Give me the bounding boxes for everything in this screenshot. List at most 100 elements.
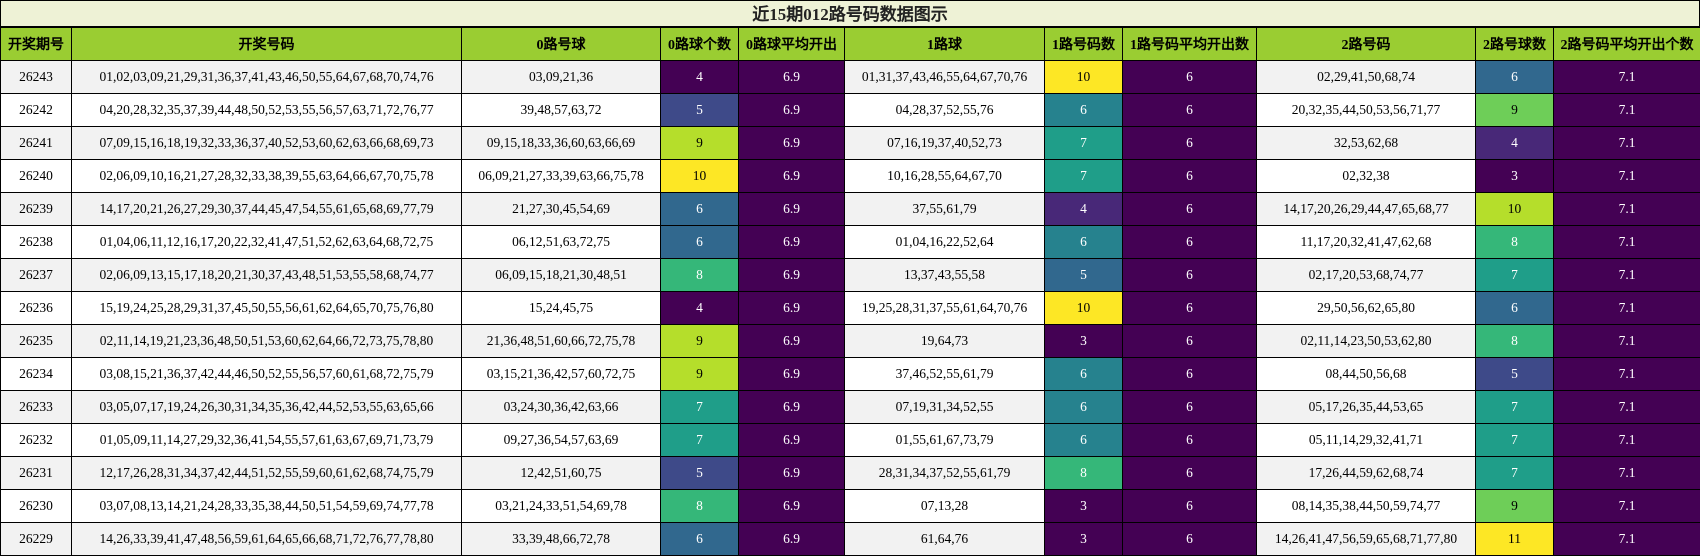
cell-route2-avg: 7.1 — [1553, 192, 1700, 226]
cell-route2-count: 7 — [1475, 258, 1554, 292]
cell-route1-avg: 6 — [1122, 258, 1257, 292]
cell-route0-balls: 03,21,24,33,51,54,69,78 — [461, 489, 661, 523]
cell-route2-count: 11 — [1475, 522, 1554, 556]
cell-route0-avg: 6.9 — [738, 258, 845, 292]
cell-route1-count: 4 — [1044, 192, 1123, 226]
cell-route1-count: 3 — [1044, 522, 1123, 556]
cell-numbers: 02,06,09,13,15,17,18,20,21,30,37,43,48,5… — [71, 258, 462, 292]
cell-route0-balls: 06,09,15,18,21,30,48,51 — [461, 258, 661, 292]
table-row: 26243 01,02,03,09,21,29,31,36,37,41,43,46… — [0, 60, 1700, 94]
cell-route2-avg: 7.1 — [1553, 93, 1700, 127]
cell-numbers: 01,02,03,09,21,29,31,36,37,41,43,46,50,5… — [71, 60, 462, 94]
cell-route1-count: 7 — [1044, 159, 1123, 193]
cell-route1-avg: 6 — [1122, 324, 1257, 358]
cell-route2-count: 8 — [1475, 225, 1554, 259]
chart-title: 近15期012路号码数据图示 — [0, 0, 1700, 27]
cell-issue: 26235 — [0, 324, 72, 358]
cell-route1-balls: 61,64,76 — [844, 522, 1045, 556]
cell-route2-avg: 7.1 — [1553, 291, 1700, 325]
col-header-route1-count: 1路号码数 — [1044, 27, 1123, 61]
cell-route0-avg: 6.9 — [738, 93, 845, 127]
cell-route0-count: 5 — [660, 456, 739, 490]
cell-route2-avg: 7.1 — [1553, 522, 1700, 556]
cell-numbers: 01,04,06,11,12,16,17,20,22,32,41,47,51,5… — [71, 225, 462, 259]
cell-route2-count: 9 — [1475, 93, 1554, 127]
cell-numbers: 15,19,24,25,28,29,31,37,45,50,55,56,61,6… — [71, 291, 462, 325]
cell-route1-avg: 6 — [1122, 192, 1257, 226]
col-header-route2-count: 2路号球数 — [1475, 27, 1554, 61]
cell-numbers: 01,05,09,11,14,27,29,32,36,41,54,55,57,6… — [71, 423, 462, 457]
cell-route0-count: 7 — [660, 390, 739, 424]
table-body: 26243 01,02,03,09,21,29,31,36,37,41,43,46… — [0, 60, 1700, 556]
cell-route0-count: 8 — [660, 258, 739, 292]
cell-numbers: 12,17,26,28,31,34,37,42,44,51,52,55,59,6… — [71, 456, 462, 490]
cell-route0-balls: 06,09,21,27,33,39,63,66,75,78 — [461, 159, 661, 193]
cell-route1-balls: 19,25,28,31,37,55,61,64,70,76 — [844, 291, 1045, 325]
cell-route1-avg: 6 — [1122, 390, 1257, 424]
table-row: 26238 01,04,06,11,12,16,17,20,22,32,41,47… — [0, 225, 1700, 259]
cell-route2-balls: 14,17,20,26,29,44,47,65,68,77 — [1256, 192, 1476, 226]
table-row: 26231 12,17,26,28,31,34,37,42,44,51,52,55… — [0, 456, 1700, 490]
cell-route2-count: 3 — [1475, 159, 1554, 193]
cell-route2-balls: 02,29,41,50,68,74 — [1256, 60, 1476, 94]
cell-route1-count: 7 — [1044, 126, 1123, 160]
table-row: 26229 14,26,33,39,41,47,48,56,59,61,64,65… — [0, 522, 1700, 556]
cell-route1-balls: 19,64,73 — [844, 324, 1045, 358]
cell-route2-count: 6 — [1475, 60, 1554, 94]
cell-route2-count: 8 — [1475, 324, 1554, 358]
cell-issue: 26230 — [0, 489, 72, 523]
cell-route1-avg: 6 — [1122, 93, 1257, 127]
cell-issue: 26229 — [0, 522, 72, 556]
cell-numbers: 03,05,07,17,19,24,26,30,31,34,35,36,42,4… — [71, 390, 462, 424]
cell-route1-count: 6 — [1044, 225, 1123, 259]
cell-route1-balls: 04,28,37,52,55,76 — [844, 93, 1045, 127]
col-header-route1-balls: 1路球 — [844, 27, 1045, 61]
cell-route0-count: 10 — [660, 159, 739, 193]
cell-route2-count: 6 — [1475, 291, 1554, 325]
cell-route1-count: 6 — [1044, 357, 1123, 391]
cell-route2-avg: 7.1 — [1553, 423, 1700, 457]
cell-route1-balls: 01,04,16,22,52,64 — [844, 225, 1045, 259]
cell-numbers: 07,09,15,16,18,19,32,33,36,37,40,52,53,6… — [71, 126, 462, 160]
cell-issue: 26236 — [0, 291, 72, 325]
cell-route0-balls: 09,27,36,54,57,63,69 — [461, 423, 661, 457]
cell-route0-avg: 6.9 — [738, 126, 845, 160]
cell-route0-count: 9 — [660, 324, 739, 358]
col-header-route1-avg: 1路号码平均开出数 — [1122, 27, 1257, 61]
cell-route0-avg: 6.9 — [738, 456, 845, 490]
cell-route1-count: 3 — [1044, 489, 1123, 523]
cell-route0-balls: 03,15,21,36,42,57,60,72,75 — [461, 357, 661, 391]
cell-numbers: 02,06,09,10,16,21,27,28,32,33,38,39,55,6… — [71, 159, 462, 193]
cell-numbers: 02,11,14,19,21,23,36,48,50,51,53,60,62,6… — [71, 324, 462, 358]
cell-numbers: 03,08,15,21,36,37,42,44,46,50,52,55,56,5… — [71, 357, 462, 391]
cell-route0-count: 8 — [660, 489, 739, 523]
cell-route1-balls: 07,19,31,34,52,55 — [844, 390, 1045, 424]
cell-route2-count: 4 — [1475, 126, 1554, 160]
table-row: 26240 02,06,09,10,16,21,27,28,32,33,38,39… — [0, 159, 1700, 193]
cell-route2-balls: 20,32,35,44,50,53,56,71,77 — [1256, 93, 1476, 127]
cell-route2-balls: 29,50,56,62,65,80 — [1256, 291, 1476, 325]
cell-route1-avg: 6 — [1122, 423, 1257, 457]
cell-route1-balls: 01,55,61,67,73,79 — [844, 423, 1045, 457]
cell-route2-avg: 7.1 — [1553, 258, 1700, 292]
table-row: 26233 03,05,07,17,19,24,26,30,31,34,35,36… — [0, 390, 1700, 424]
cell-route0-balls: 15,24,45,75 — [461, 291, 661, 325]
col-header-numbers: 开奖号码 — [71, 27, 462, 61]
cell-route0-avg: 6.9 — [738, 423, 845, 457]
cell-route0-count: 4 — [660, 60, 739, 94]
cell-route0-count: 5 — [660, 93, 739, 127]
cell-route0-balls: 39,48,57,63,72 — [461, 93, 661, 127]
cell-route1-avg: 6 — [1122, 489, 1257, 523]
cell-route2-balls: 08,44,50,56,68 — [1256, 357, 1476, 391]
cell-route2-count: 5 — [1475, 357, 1554, 391]
cell-route0-balls: 06,12,51,63,72,75 — [461, 225, 661, 259]
cell-route2-avg: 7.1 — [1553, 357, 1700, 391]
table-row: 26234 03,08,15,21,36,37,42,44,46,50,52,55… — [0, 357, 1700, 391]
cell-route1-balls: 10,16,28,55,64,67,70 — [844, 159, 1045, 193]
cell-route0-balls: 03,24,30,36,42,63,66 — [461, 390, 661, 424]
table-row: 26241 07,09,15,16,18,19,32,33,36,37,40,52… — [0, 126, 1700, 160]
cell-route0-avg: 6.9 — [738, 522, 845, 556]
cell-route2-balls: 02,11,14,23,50,53,62,80 — [1256, 324, 1476, 358]
table-row: 26235 02,11,14,19,21,23,36,48,50,51,53,60… — [0, 324, 1700, 358]
